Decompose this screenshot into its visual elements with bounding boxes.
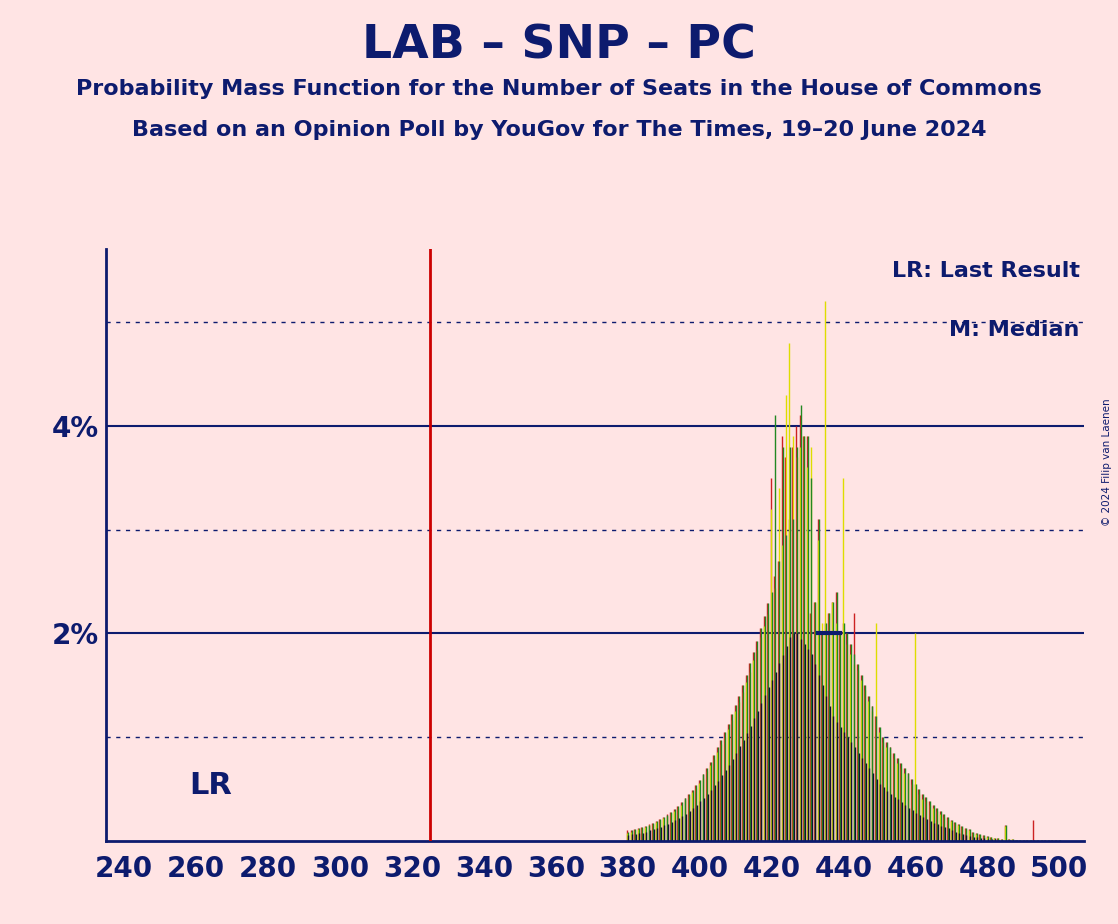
Text: M: Median: M: Median (949, 321, 1080, 340)
Text: Probability Mass Function for the Number of Seats in the House of Commons: Probability Mass Function for the Number… (76, 79, 1042, 99)
Text: © 2024 Filip van Laenen: © 2024 Filip van Laenen (1102, 398, 1112, 526)
Text: LR: Last Result: LR: Last Result (891, 261, 1080, 281)
Text: LAB – SNP – PC: LAB – SNP – PC (362, 23, 756, 68)
Text: LR: LR (189, 771, 233, 799)
Text: Based on an Opinion Poll by YouGov for The Times, 19–20 June 2024: Based on an Opinion Poll by YouGov for T… (132, 120, 986, 140)
